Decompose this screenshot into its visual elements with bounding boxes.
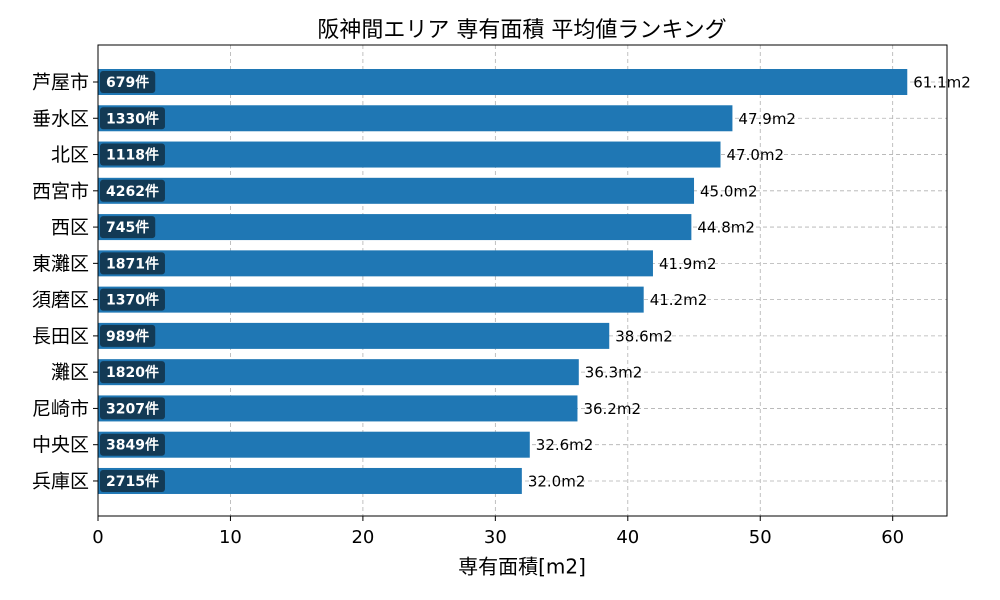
x-tick-label: 50 — [749, 527, 772, 548]
bar — [98, 322, 610, 349]
bar — [98, 141, 721, 168]
x-tick-label: 0 — [92, 527, 103, 548]
bar — [98, 105, 733, 132]
count-box — [100, 324, 156, 347]
plot-frame — [97, 44, 948, 517]
count-label: 1871件 — [106, 255, 159, 272]
y-tick-label: 灘区 — [51, 362, 89, 384]
count-box — [100, 433, 165, 456]
x-tick-label: 60 — [881, 527, 904, 548]
count-label: 745件 — [106, 219, 149, 236]
value-label: 47.9m2 — [738, 110, 796, 128]
bar — [98, 69, 908, 95]
x-axis-label: 専有面積[m2] — [458, 555, 586, 579]
count-label: 1370件 — [106, 292, 159, 309]
count-box — [100, 143, 165, 166]
value-label: 32.0m2 — [528, 472, 586, 490]
count-box — [100, 397, 165, 420]
x-tick-label: 30 — [484, 527, 507, 548]
count-box — [100, 216, 156, 239]
value-label: 61.1m2 — [913, 74, 971, 92]
x-tick-label: 10 — [219, 527, 242, 548]
count-box — [100, 469, 165, 492]
value-label: 36.3m2 — [585, 364, 643, 382]
y-tick-label: 芦屋市 — [32, 72, 89, 94]
y-tick-label: 北区 — [51, 144, 89, 166]
count-label: 2715件 — [106, 473, 159, 490]
count-label: 1330件 — [106, 110, 159, 127]
count-box — [100, 107, 165, 130]
count-label: 3849件 — [106, 437, 159, 454]
y-tick-label: 尼崎市 — [32, 398, 89, 420]
bar — [98, 250, 653, 277]
bar — [98, 431, 530, 458]
bar — [98, 214, 692, 241]
value-label: 32.6m2 — [536, 436, 594, 454]
chart-title: 阪神間エリア 専有面積 平均値ランキング — [317, 18, 726, 43]
y-tick-label: 垂水区 — [32, 108, 89, 130]
bar — [98, 395, 578, 422]
value-label: 41.9m2 — [659, 255, 717, 273]
count-label: 989件 — [106, 328, 149, 345]
value-label: 41.2m2 — [650, 291, 708, 309]
y-tick-label: 西宮市 — [32, 180, 89, 202]
x-tick-label: 40 — [616, 527, 639, 548]
y-tick-label: 中央区 — [32, 434, 89, 456]
bar — [98, 467, 522, 494]
value-label: 44.8m2 — [697, 219, 755, 237]
count-label: 679件 — [106, 74, 149, 91]
y-tick-label: 須磨区 — [32, 289, 89, 311]
count-label: 1820件 — [106, 364, 159, 381]
count-label: 1118件 — [106, 147, 159, 164]
y-tick-label: 西区 — [51, 217, 89, 239]
count-box — [100, 179, 165, 202]
bar — [98, 286, 644, 313]
count-box — [100, 252, 165, 275]
y-tick-label: 東灘区 — [32, 253, 89, 275]
bar — [98, 177, 695, 204]
y-tick-label: 兵庫区 — [32, 470, 89, 492]
count-box — [100, 71, 156, 93]
value-label: 36.2m2 — [583, 400, 641, 418]
count-box — [100, 288, 165, 311]
value-label: 45.0m2 — [700, 182, 758, 200]
count-label: 4262件 — [106, 183, 159, 200]
y-tick-label: 長田区 — [32, 325, 89, 347]
count-box — [100, 361, 165, 384]
count-label: 3207件 — [106, 400, 159, 417]
value-label: 47.0m2 — [727, 146, 785, 164]
value-label: 38.6m2 — [615, 327, 673, 345]
bar — [98, 359, 579, 386]
x-tick-label: 20 — [351, 527, 374, 548]
